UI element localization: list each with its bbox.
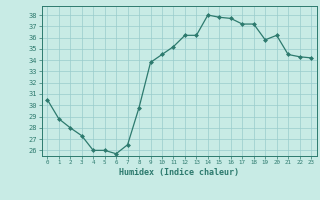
X-axis label: Humidex (Indice chaleur): Humidex (Indice chaleur) [119, 168, 239, 177]
